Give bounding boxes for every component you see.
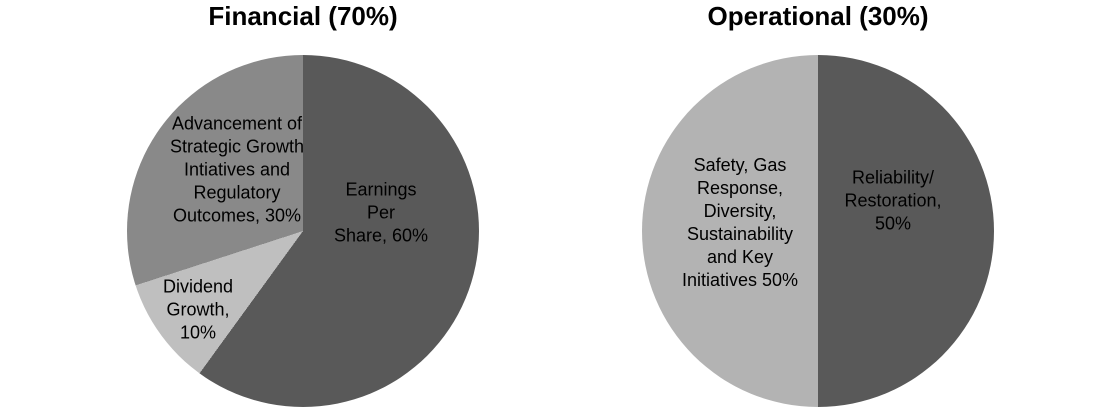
slice-label-dividend-growth: Dividend Growth, 10% (162, 276, 234, 343)
pie-chart-operational: Reliability/ Restoration, 50% Safety, Ga… (642, 55, 994, 407)
pie-circle-operational (642, 55, 994, 407)
pie-circle-financial (127, 55, 479, 407)
pie-chart-financial: Earnings Per Share, 60% Dividend Growth,… (127, 55, 479, 407)
slice-label-earnings-per-share: Earnings Per Share, 60% (333, 179, 429, 246)
slice-label-safety-gas-response: Safety, Gas Response, Diversity, Sustain… (681, 155, 799, 290)
chart-title-financial: Financial (70%) (208, 1, 398, 31)
slice-label-advancement-strategic-growth: Advancement of Strategic Growth Intiativ… (169, 113, 305, 226)
slice-label-reliability-restoration: Reliability/ Restoration, 50% (844, 167, 942, 234)
chart-title-operational: Operational (30%) (707, 1, 929, 31)
